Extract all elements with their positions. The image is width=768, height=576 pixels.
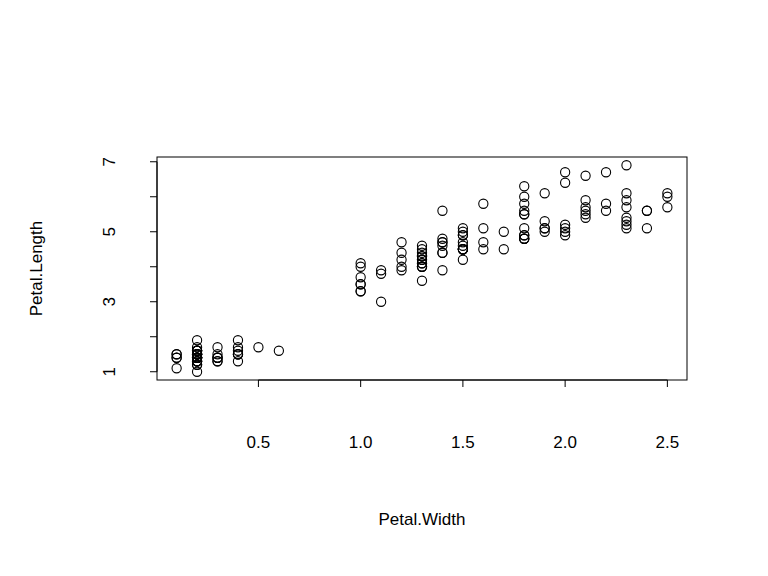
y-tick-label: 1 bbox=[100, 367, 119, 376]
point bbox=[622, 196, 631, 205]
point bbox=[479, 199, 488, 208]
point bbox=[663, 189, 672, 198]
point bbox=[254, 343, 263, 352]
y-axis-title: Petal.Length bbox=[27, 221, 46, 316]
x-tick bbox=[565, 380, 566, 387]
point bbox=[356, 273, 365, 282]
point bbox=[356, 287, 365, 296]
point bbox=[520, 210, 529, 219]
point bbox=[233, 350, 242, 359]
point bbox=[377, 297, 386, 306]
point bbox=[192, 336, 201, 345]
point bbox=[520, 234, 529, 243]
x-tick-label: 2.5 bbox=[656, 433, 680, 452]
point bbox=[622, 213, 631, 222]
y-tick-label: 5 bbox=[100, 227, 119, 236]
point bbox=[663, 203, 672, 212]
point bbox=[213, 353, 222, 362]
point bbox=[397, 255, 406, 264]
point bbox=[172, 364, 181, 373]
point bbox=[540, 227, 549, 236]
point bbox=[417, 276, 426, 285]
point bbox=[520, 224, 529, 233]
y-tick bbox=[150, 371, 157, 372]
point bbox=[499, 227, 508, 236]
x-tick-label: 2.0 bbox=[553, 433, 577, 452]
point bbox=[520, 192, 529, 201]
points bbox=[172, 161, 672, 377]
plot-frame bbox=[157, 157, 687, 380]
point bbox=[642, 224, 651, 233]
y-tick bbox=[150, 266, 157, 267]
point bbox=[438, 266, 447, 275]
x-tick-label: 1.5 bbox=[451, 433, 475, 452]
point bbox=[356, 259, 365, 268]
point bbox=[233, 336, 242, 345]
point bbox=[356, 287, 365, 296]
point bbox=[479, 224, 488, 233]
point bbox=[561, 178, 570, 187]
point bbox=[458, 255, 467, 264]
point bbox=[622, 161, 631, 170]
x-tick-label: 0.5 bbox=[247, 433, 271, 452]
point bbox=[172, 353, 181, 362]
point bbox=[561, 168, 570, 177]
point bbox=[642, 206, 651, 215]
y-tick bbox=[150, 336, 157, 337]
point bbox=[520, 182, 529, 191]
point bbox=[561, 220, 570, 229]
point bbox=[397, 238, 406, 247]
y-tick bbox=[150, 301, 157, 302]
y-tick bbox=[150, 231, 157, 232]
x-tick bbox=[360, 380, 361, 387]
point bbox=[642, 206, 651, 215]
point bbox=[438, 241, 447, 250]
point bbox=[581, 171, 590, 180]
point bbox=[540, 189, 549, 198]
point bbox=[601, 206, 610, 215]
chart: 0.5 1.0 1.5 2.0 2.5 1 3 5 7 Petal.Width Petal.Leng… bbox=[0, 0, 768, 576]
x-tick bbox=[258, 380, 259, 387]
x-tick bbox=[667, 380, 668, 387]
x-axis-title: Petal.Width bbox=[379, 510, 466, 529]
y-tick-label: 7 bbox=[100, 157, 119, 166]
point bbox=[499, 245, 508, 254]
point bbox=[458, 238, 467, 247]
background bbox=[0, 0, 768, 576]
point bbox=[274, 346, 283, 355]
point bbox=[561, 231, 570, 240]
point bbox=[458, 224, 467, 233]
point bbox=[377, 269, 386, 278]
x-tick bbox=[462, 380, 463, 387]
y-tick bbox=[150, 196, 157, 197]
point bbox=[520, 210, 529, 219]
point bbox=[601, 168, 610, 177]
point bbox=[479, 245, 488, 254]
point bbox=[438, 206, 447, 215]
point bbox=[417, 259, 426, 268]
y-tick bbox=[150, 161, 157, 162]
y-tick-label: 3 bbox=[100, 297, 119, 306]
point bbox=[581, 213, 590, 222]
point bbox=[192, 353, 201, 362]
x-tick-label: 1.0 bbox=[349, 433, 373, 452]
